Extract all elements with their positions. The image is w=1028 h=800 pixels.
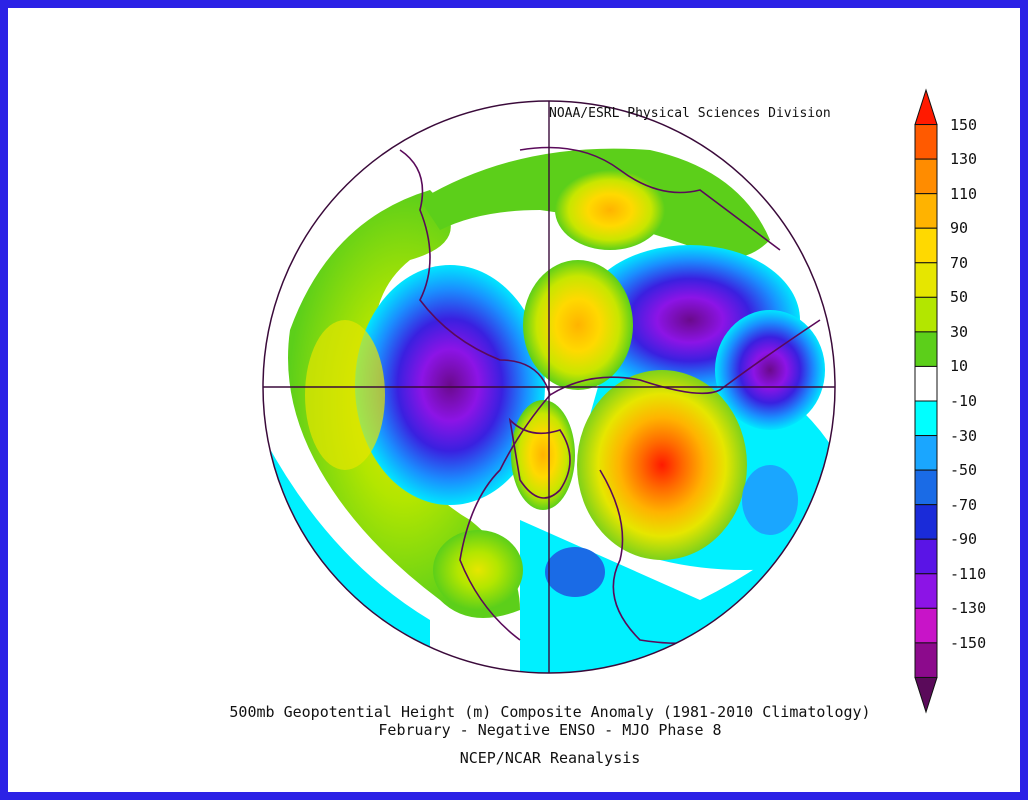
colorbar-swatch bbox=[914, 435, 938, 471]
colorbar-swatch bbox=[914, 538, 938, 575]
credit-text: NOAA/ESRL Physical Sciences Division bbox=[549, 106, 831, 121]
colorbar-swatch bbox=[914, 400, 938, 437]
colorbar-swatch bbox=[914, 504, 938, 540]
caption-line-2: February - Negative ENSO - MJO Phase 8 bbox=[378, 721, 722, 739]
colorbar-tick-label: 90 bbox=[950, 219, 969, 238]
colorbar-swatch bbox=[914, 296, 938, 333]
colorbar-tick-label: 50 bbox=[950, 288, 969, 307]
colorbar-swatch bbox=[914, 642, 938, 678]
colorbar-tick-label: -50 bbox=[950, 461, 978, 480]
colorbar-swatch bbox=[914, 193, 938, 229]
colorbar-swatch bbox=[914, 331, 938, 367]
colorbar-tick-label: -110 bbox=[950, 564, 987, 583]
colorbar-swatch bbox=[914, 469, 938, 506]
colorbar-swatch bbox=[914, 607, 938, 644]
colorbar-swatch bbox=[914, 227, 938, 264]
colorbar-tick-label: -30 bbox=[950, 426, 978, 445]
caption-line-1: 500mb Geopotential Height (m) Composite … bbox=[229, 703, 871, 721]
colorbar-swatch bbox=[914, 158, 938, 195]
colorbar-tick-label: -90 bbox=[950, 530, 978, 549]
colorbar-tick-label: -70 bbox=[950, 495, 978, 514]
colorbar-swatch bbox=[914, 88, 938, 126]
colorbar-tick-label: 150 bbox=[950, 115, 978, 134]
colorbar-tick-label: -10 bbox=[950, 392, 978, 410]
colorbar-swatch bbox=[914, 676, 938, 714]
caption-line-3: NCEP/NCAR Reanalysis bbox=[459, 749, 641, 767]
colorbar-tick-label: -130 bbox=[950, 599, 987, 618]
colorbar-swatch bbox=[914, 124, 938, 160]
colorbar-swatch bbox=[914, 573, 938, 609]
colorbar-tick-label: 30 bbox=[950, 322, 969, 341]
map-boundary bbox=[262, 100, 836, 674]
colorbar-tick-label: 10 bbox=[950, 357, 969, 376]
colorbar-tick-label: -150 bbox=[950, 633, 987, 652]
colorbar-swatch bbox=[914, 262, 938, 298]
colorbar-tick-label: 70 bbox=[950, 253, 969, 272]
colorbar-tick-label: 130 bbox=[950, 150, 978, 169]
colorbar-tick-label: 110 bbox=[950, 184, 978, 203]
colorbar-swatch bbox=[914, 365, 938, 402]
